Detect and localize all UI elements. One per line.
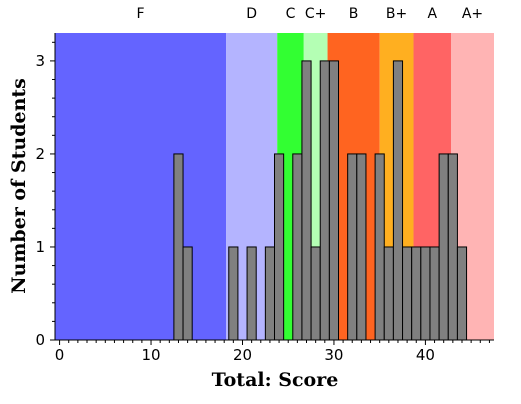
grade-label-c-plus: C+ bbox=[305, 6, 327, 22]
grade-label-a-plus: A+ bbox=[462, 6, 483, 22]
bar-score-32 bbox=[347, 153, 358, 341]
grade-label-f: F bbox=[136, 6, 144, 22]
x-tick-label: 20 bbox=[233, 346, 252, 364]
axes: 0 10 20 30 40 0 1 2 3 bbox=[35, 33, 494, 364]
y-tick-label: 3 bbox=[35, 52, 45, 70]
grade-label-a: A bbox=[427, 6, 437, 22]
grade-band-f bbox=[55, 33, 227, 340]
bar-score-36 bbox=[383, 246, 394, 341]
bar-score-33 bbox=[356, 153, 367, 341]
bar-score-23 bbox=[264, 246, 275, 341]
y-tick-label: 2 bbox=[35, 145, 45, 163]
grade-label-b-plus: B+ bbox=[386, 6, 407, 22]
bar-score-14 bbox=[182, 246, 193, 341]
grade-label-d: D bbox=[246, 6, 257, 22]
bar-score-35 bbox=[374, 153, 385, 341]
bar-score-28 bbox=[310, 246, 321, 341]
bar-score-13 bbox=[173, 153, 184, 341]
bar-score-39 bbox=[411, 246, 422, 341]
bar-score-21 bbox=[246, 246, 257, 341]
x-tick-label: 0 bbox=[55, 346, 65, 364]
grade-label-c: C bbox=[286, 6, 296, 22]
bar-score-19 bbox=[228, 246, 239, 341]
x-axis-title: Total: Score bbox=[212, 369, 339, 391]
bar-score-43 bbox=[447, 153, 458, 341]
bar-score-44 bbox=[456, 246, 468, 341]
bar-score-37 bbox=[392, 60, 404, 341]
grade-labels: F D C C+ B B+ A A+ bbox=[136, 6, 483, 22]
bar-score-41 bbox=[429, 246, 440, 341]
y-tick-label: 0 bbox=[35, 331, 45, 349]
bar-score-40 bbox=[420, 246, 431, 341]
bar-score-26 bbox=[292, 153, 303, 341]
x-tick-label: 10 bbox=[141, 346, 160, 364]
bar-score-29 bbox=[319, 60, 330, 341]
bar-score-30 bbox=[328, 60, 340, 341]
y-axis-title: Number of Students bbox=[8, 78, 30, 294]
y-tick-label: 1 bbox=[35, 238, 45, 256]
bar-score-42 bbox=[438, 153, 449, 341]
bar-score-38 bbox=[402, 246, 413, 341]
bar-score-24 bbox=[274, 153, 285, 341]
x-tick-label: 30 bbox=[324, 346, 343, 364]
bar-score-27 bbox=[301, 60, 312, 341]
x-tick-label: 40 bbox=[416, 346, 435, 364]
grade-label-b: B bbox=[349, 6, 359, 22]
bars bbox=[173, 60, 468, 341]
